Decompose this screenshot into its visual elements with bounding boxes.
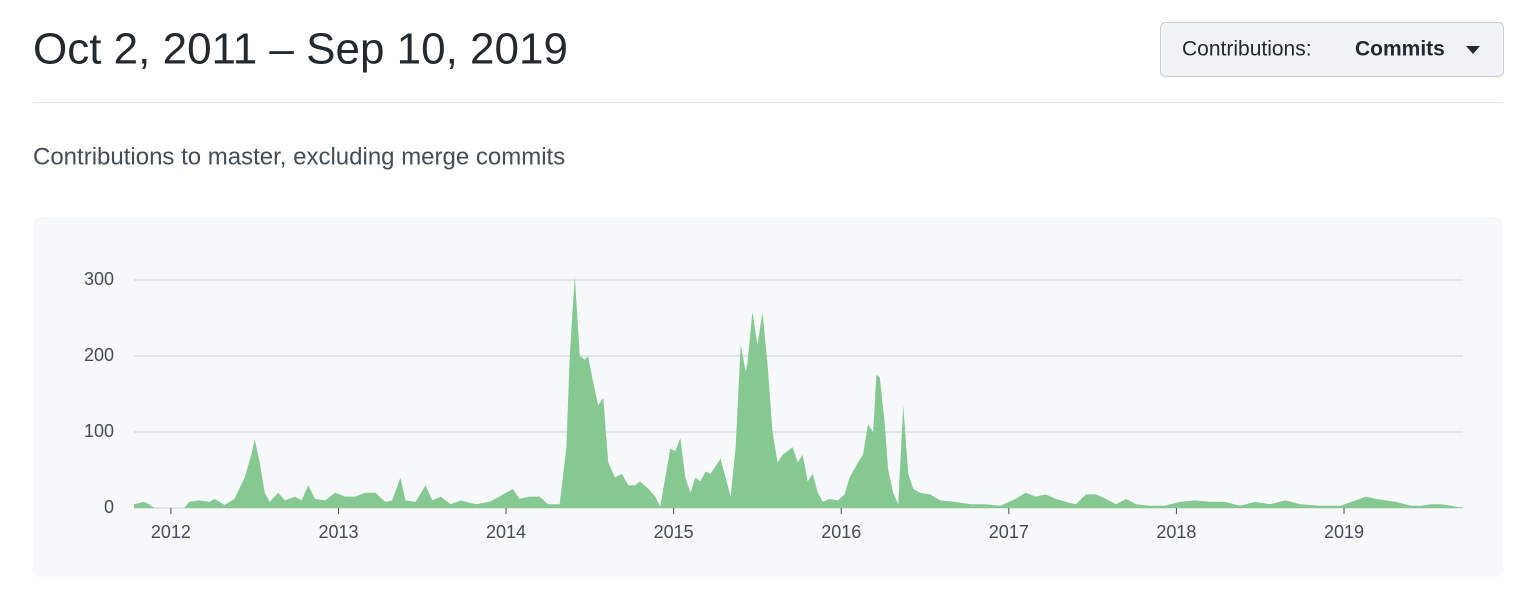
x-tick-label: 2014 [486, 522, 526, 542]
x-tick-label: 2019 [1324, 522, 1364, 542]
contributions-button[interactable]: Contributions: Commits [1160, 22, 1504, 77]
y-tick-label: 300 [84, 269, 114, 289]
subtitle: Contributions to master, excluding merge… [33, 143, 565, 170]
plot: 0 100 200 300 2012 2013 2014 2015 2016 2017 2018 20… [84, 269, 1463, 542]
y-tick-label: 0 [104, 497, 114, 517]
x-tick-label: 2013 [318, 522, 358, 542]
x-tick-label: 2017 [989, 522, 1029, 542]
page-title: Oct 2, 2011 – Sep 10, 2019 [33, 25, 568, 74]
button-label[interactable]: Contributions: [1182, 38, 1312, 61]
caret[interactable] [1466, 46, 1480, 54]
x-tick-label: 2016 [821, 522, 861, 542]
x-tick-label: 2015 [654, 522, 694, 542]
area [134, 276, 1463, 508]
x-tick-label: 2012 [151, 522, 191, 542]
button-value[interactable]: Commits [1355, 38, 1445, 61]
y-tick-label: 200 [84, 345, 114, 365]
x-tick-label: 2018 [1156, 522, 1196, 542]
button-bg[interactable] [1160, 22, 1504, 77]
y-tick-label: 100 [84, 421, 114, 441]
